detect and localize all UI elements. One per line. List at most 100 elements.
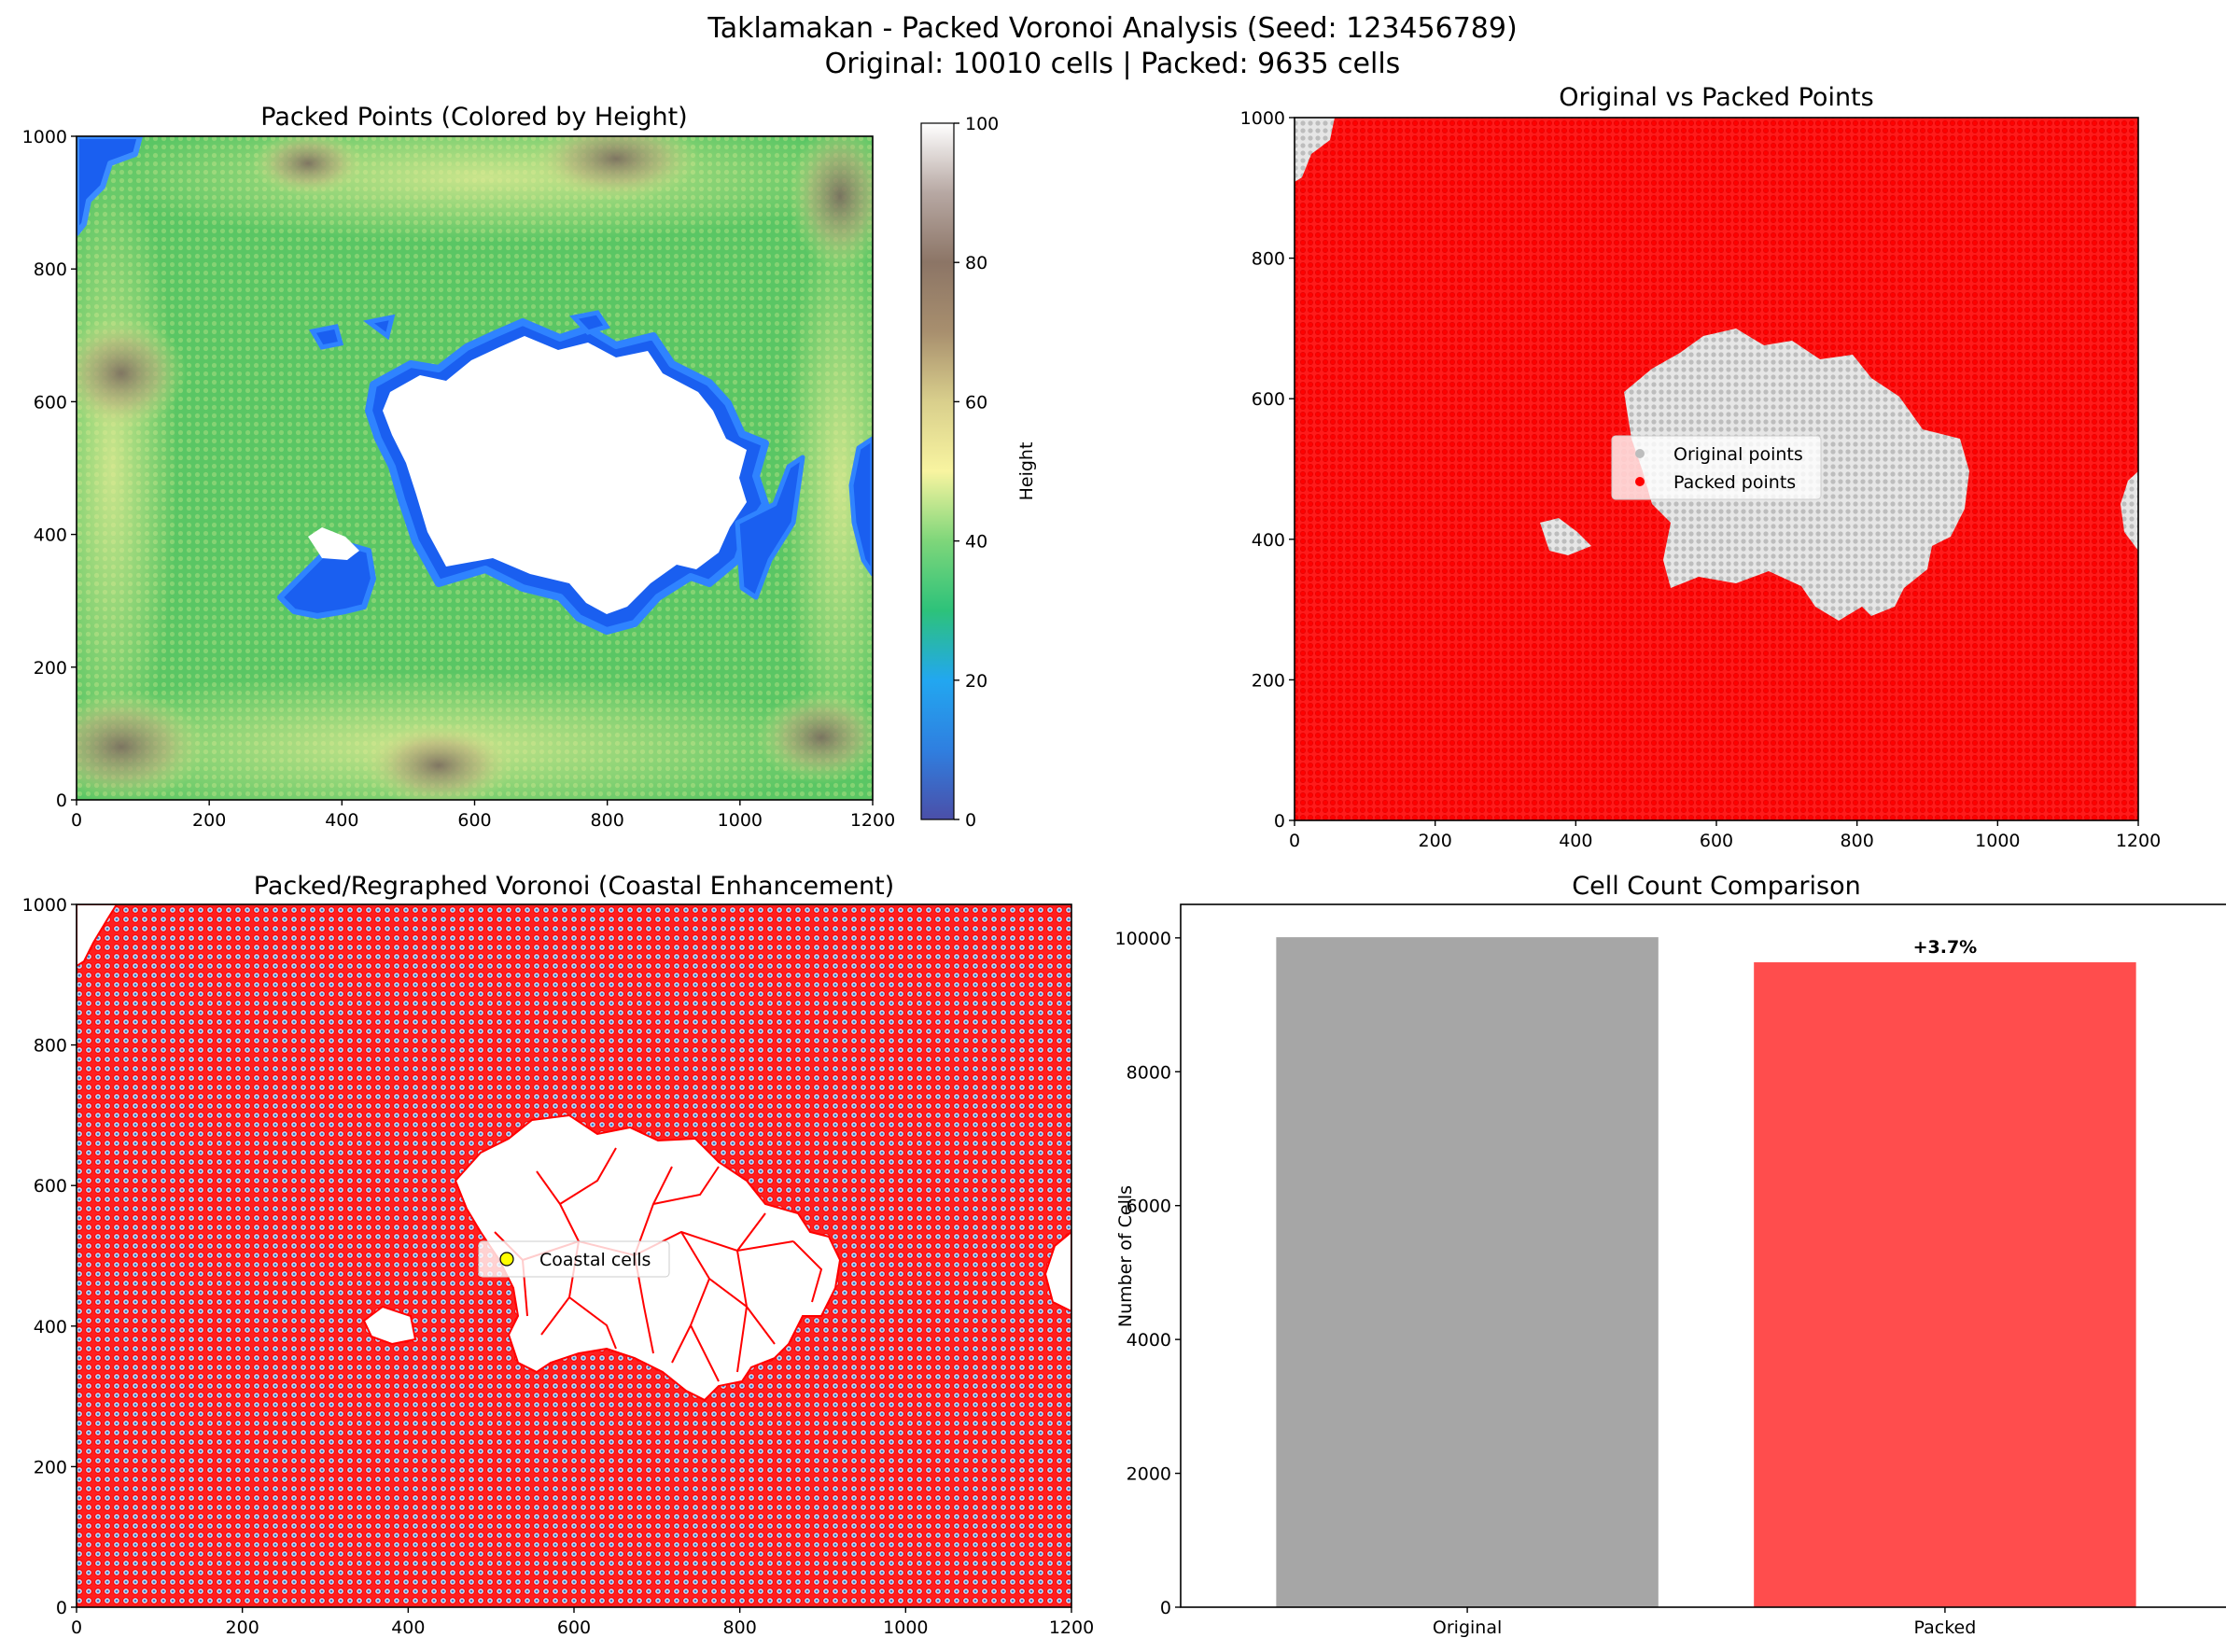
legend-marker-original	[1635, 449, 1645, 458]
panel1-ytick-label: 800	[34, 259, 67, 280]
panel1-xtick-label: 400	[325, 810, 358, 831]
panel-height-scatter: Packed Points (Colored by Height)	[22, 103, 1037, 831]
panel3-xtick-label: 200	[226, 1617, 259, 1638]
panel2-xtick-label: 400	[1559, 831, 1592, 851]
legend-label-coastal: Coastal cells	[539, 1250, 651, 1270]
panel2-ytick-label: 600	[1252, 389, 1285, 410]
panel2-ytick-label: 400	[1252, 530, 1285, 551]
panel2-legend: Original points Packed points	[1611, 435, 1822, 500]
voronoi-map	[77, 904, 1071, 1607]
panel3-title: Packed/Regraphed Voronoi (Coastal Enhanc…	[254, 872, 894, 901]
voronoi-skeleton-edges	[494, 1147, 823, 1382]
colorbar-tick-label: 80	[965, 253, 987, 273]
bar-annotation: +3.7%	[1913, 937, 1978, 958]
mountain-top-center	[532, 136, 700, 201]
coast-right-edge	[848, 436, 873, 577]
panel1-xtick-label: 200	[192, 810, 226, 831]
panel1-ytick-label: 1000	[22, 127, 67, 147]
panel1-xtick-label: 1200	[850, 810, 895, 831]
panel4-axes: Original Packed 0 2000 4000 6000 8000 10000	[1115, 929, 1977, 1638]
panel2-ytick-label: 1000	[1240, 108, 1285, 129]
colorbar-tick-label: 100	[965, 114, 999, 134]
panel4-ylabel: Number of Cells	[1115, 1185, 1136, 1327]
coast-right	[735, 455, 805, 600]
panel3-legend-box	[478, 1240, 670, 1278]
panel4-ytick-label: 6000	[1127, 1197, 1171, 1217]
panel4-xtick-label: Packed	[1914, 1617, 1977, 1638]
panel1-axes: 0 200 400 600 800 1000 1200 0 200 400 600 800 1000	[22, 127, 896, 831]
bar-original	[1276, 937, 1659, 1607]
panel1-ytick-label: 0	[56, 791, 67, 811]
panel4-ytick-label: 2000	[1127, 1464, 1171, 1485]
height-map	[77, 136, 873, 800]
legend-marker-coastal	[499, 1252, 514, 1267]
colorbar-gradient-bar	[920, 122, 955, 820]
panel2-ytick-label: 200	[1252, 670, 1285, 691]
panel3-ytick-label: 600	[34, 1176, 67, 1197]
panel3-xtick-label: 600	[557, 1617, 591, 1638]
upland-band-left	[77, 159, 177, 775]
colorbar: 0 20 40 60 80 100 Height	[920, 114, 1037, 831]
panel3-ytick-label: 0	[56, 1598, 67, 1618]
mountain-bottom-left	[77, 691, 205, 800]
legend-label-packed: Packed points	[1673, 472, 1796, 493]
panel3-xtick-label: 800	[723, 1617, 757, 1638]
panel-cell-count: Cell Count Comparison +3.7% Original Pack…	[1115, 872, 2226, 1638]
panel4-ytick-label: 4000	[1127, 1330, 1171, 1351]
uncovered-right-edge	[2121, 471, 2138, 551]
panel4-frame	[1180, 903, 2226, 1608]
panel1-title: Packed Points (Colored by Height)	[260, 103, 687, 132]
uncovered-top-left	[1295, 118, 1335, 182]
panel1-xtick-label: 1000	[718, 810, 763, 831]
panel4-xtick-label: Original	[1433, 1617, 1502, 1638]
colorbar-tick-label: 60	[965, 392, 987, 413]
panel-original-vs-packed: Original vs Packed Points 0 200 400 600 800 1…	[1240, 83, 2162, 851]
colorbar-tick-label: 0	[965, 810, 976, 831]
mountain-top-right	[789, 136, 873, 271]
panel2-legend-box	[1611, 435, 1822, 500]
mountain-top-left	[252, 136, 364, 196]
panel3-ytick-label: 1000	[22, 895, 67, 916]
panel2-axes: 0 200 400 600 800 1000 1200 0 200 400 600 800 1000	[1240, 108, 2162, 851]
upland-band-right	[784, 205, 873, 765]
colorbar-label: Height	[1016, 442, 1037, 501]
panel2-ytick-label: 0	[1274, 811, 1285, 832]
panel4-ytick-label: 10000	[1115, 929, 1171, 949]
colorbar-tick-label: 20	[965, 671, 987, 692]
panel3-legend: Coastal cells	[478, 1240, 670, 1278]
panel4-title: Cell Count Comparison	[1572, 872, 1860, 901]
panel3-xtick-label: 1000	[883, 1617, 928, 1638]
panel4-ytick-label: 8000	[1127, 1062, 1171, 1083]
panel1-ytick-label: 200	[34, 658, 67, 679]
panel1-xtick-label: 600	[457, 810, 491, 831]
colorbar-tick-label: 40	[965, 532, 987, 553]
central-lake	[383, 336, 747, 614]
panel3-ytick-label: 400	[34, 1317, 67, 1337]
panel2-ytick-label: 800	[1252, 249, 1285, 270]
panel2-xtick-label: 0	[1289, 831, 1300, 851]
legend-label-original: Original points	[1673, 444, 1803, 465]
panel4-ytick-label: 0	[1160, 1598, 1171, 1618]
mountain-bottom-center	[364, 723, 513, 800]
bar-plot-area: +3.7%	[1276, 937, 2136, 1607]
legend-marker-packed	[1635, 477, 1645, 486]
voronoi-top-left-water	[77, 904, 119, 968]
figure-subtitle: Original: 10010 cells | Packed: 9635 cel…	[825, 48, 1401, 80]
panel3-xtick-label: 0	[71, 1617, 82, 1638]
panel2-xtick-label: 800	[1841, 831, 1874, 851]
upland-band-top	[93, 136, 873, 243]
panel1-xtick-label: 0	[71, 810, 82, 831]
voronoi-right-edge-water	[1043, 1230, 1071, 1313]
panel3-ytick-label: 800	[34, 1036, 67, 1057]
left-lake	[308, 527, 359, 560]
mountain-bottom-right	[756, 691, 873, 784]
panel3-xtick-label: 400	[391, 1617, 425, 1638]
coast-top-left	[77, 136, 143, 236]
colorbar-ticks: 0 20 40 60 80 100	[954, 114, 999, 831]
panel2-title: Original vs Packed Points	[1559, 83, 1873, 112]
panel2-xtick-label: 1000	[1975, 831, 2020, 851]
panel3-xtick-label: 1200	[1049, 1617, 1094, 1638]
panel1-xtick-label: 800	[591, 810, 624, 831]
panel1-ytick-label: 600	[34, 392, 67, 413]
